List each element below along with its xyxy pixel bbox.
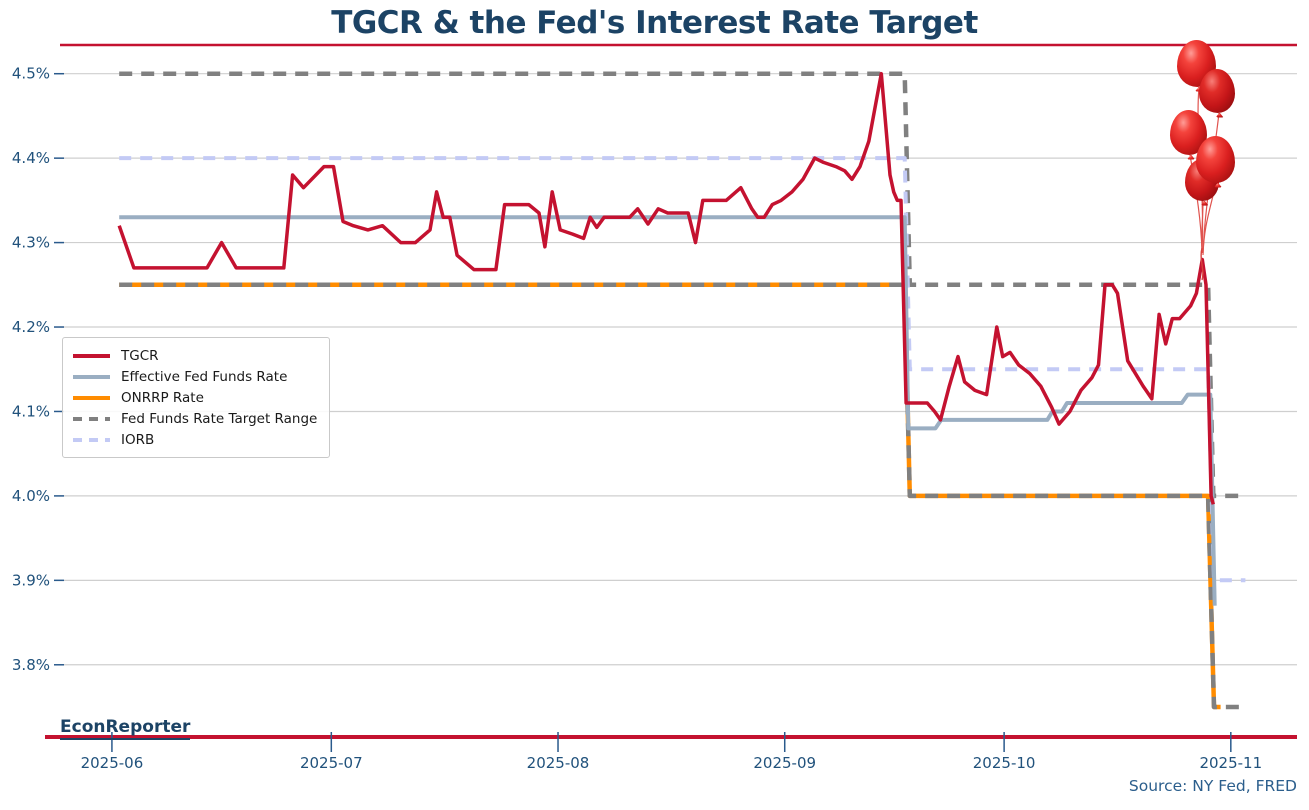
x-tick-label: 2025-07 [300, 754, 363, 772]
y-tick-label: 4.1% [12, 402, 50, 420]
legend: TGCR Effective Fed Funds Rate ONRRP Rate… [62, 337, 330, 458]
x-tick-label: 2025-11 [1199, 754, 1262, 772]
legend-item-tgcr: TGCR [73, 347, 319, 364]
y-tick-label: 4.0% [12, 487, 50, 505]
legend-item-label: Effective Fed Funds Rate [121, 368, 288, 385]
y-tick-label: 4.2% [12, 318, 50, 336]
legend-item-label: Fed Funds Rate Target Range [121, 410, 318, 427]
legend-item-label: IORB [121, 431, 155, 448]
legend-item-iorb: IORB [73, 431, 319, 448]
legend-item-onrrp: ONRRP Rate [73, 389, 319, 406]
x-tick-label: 2025-08 [527, 754, 590, 772]
x-tick-label: 2025-10 [973, 754, 1036, 772]
legend-item-effr: Effective Fed Funds Rate [73, 368, 319, 385]
econreporter-logo: EconReporter [60, 717, 191, 740]
y-tick-label: 3.8% [12, 656, 50, 674]
tgcr-line-swatch-icon [73, 353, 110, 358]
series-tgcr [117, 71, 1215, 505]
y-tick-label: 3.9% [12, 571, 50, 589]
onrrp-line-swatch-icon [73, 395, 110, 400]
series-iorb [119, 156, 1246, 583]
source-credit: Source: NY Fed, FRED [1128, 777, 1297, 795]
iorb-dashed-swatch-icon [73, 437, 110, 442]
series-target-upper [119, 71, 1242, 499]
legend-item-label: TGCR [121, 347, 159, 364]
target-range-dashed-swatch-icon [73, 416, 110, 421]
y-tick-label: 4.4% [12, 149, 50, 167]
effr-line-swatch-icon [73, 374, 110, 379]
legend-item-label: ONRRP Rate [121, 389, 204, 406]
series-target-lower [119, 282, 1240, 710]
x-tick-label: 2025-06 [81, 754, 144, 772]
page-title: TGCR & the Fed's Interest Rate Target [331, 5, 978, 41]
legend-item-target-range: Fed Funds Rate Target Range [73, 410, 319, 427]
y-tick-label: 4.5% [12, 65, 50, 83]
x-tick-label: 2025-09 [753, 754, 816, 772]
y-tick-label: 4.3% [12, 234, 50, 252]
